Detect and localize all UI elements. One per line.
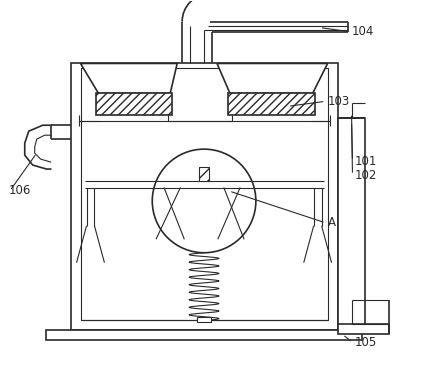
- Bar: [46, 330, 362, 341]
- Bar: [97, 93, 172, 115]
- Text: 103: 103: [328, 95, 350, 108]
- Bar: [338, 325, 389, 335]
- Bar: [338, 118, 365, 330]
- Bar: [81, 68, 328, 320]
- Bar: [197, 317, 211, 323]
- Bar: [228, 93, 315, 115]
- Bar: [70, 63, 338, 330]
- Polygon shape: [217, 63, 328, 93]
- Text: 102: 102: [354, 169, 377, 182]
- Polygon shape: [81, 63, 177, 93]
- Text: 105: 105: [354, 336, 377, 349]
- Bar: [199, 167, 209, 181]
- Text: 101: 101: [354, 154, 377, 167]
- Text: 104: 104: [351, 25, 374, 38]
- Text: 106: 106: [9, 185, 31, 197]
- Text: A: A: [328, 216, 336, 229]
